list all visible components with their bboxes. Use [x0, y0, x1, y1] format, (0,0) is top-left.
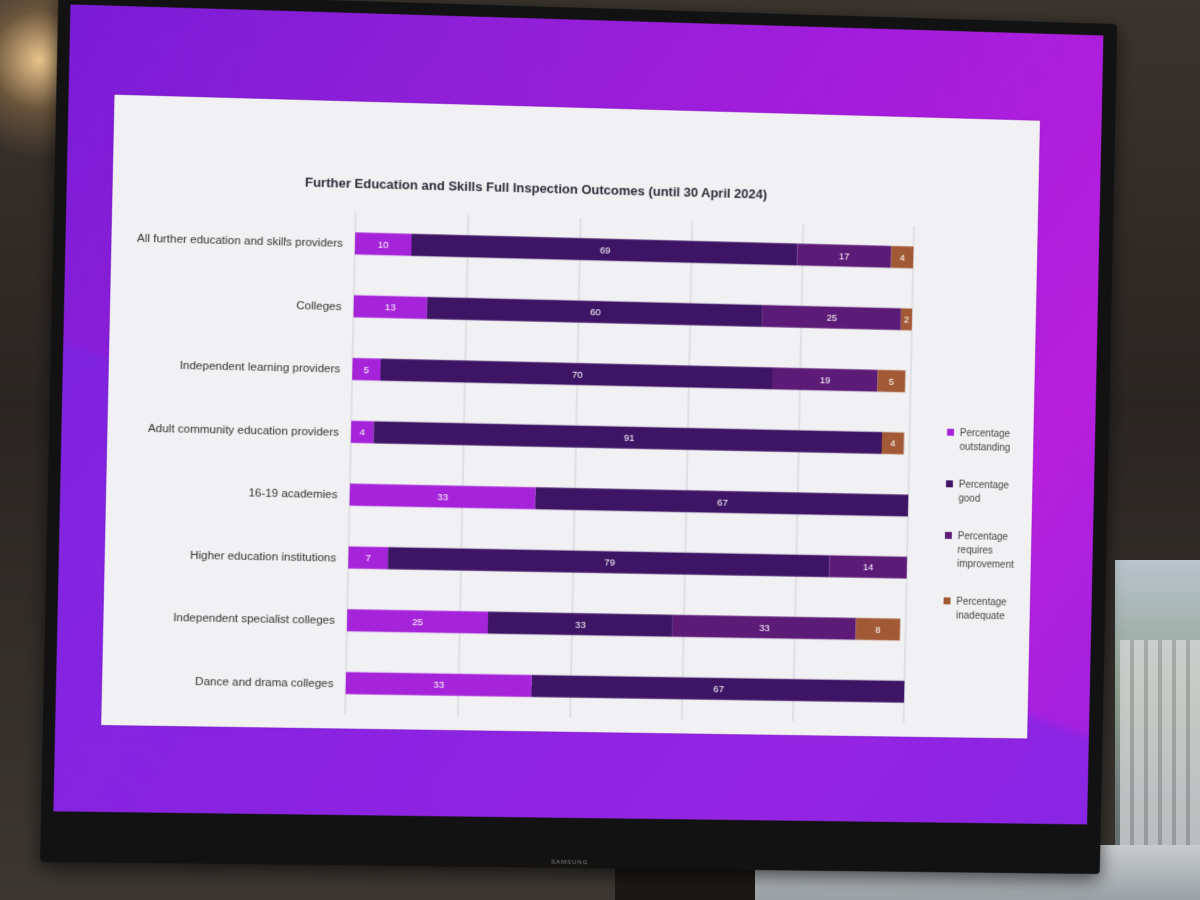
- category-label: Colleges: [296, 300, 342, 313]
- data-label: 79: [604, 558, 615, 569]
- category-label: Adult community education providers: [148, 423, 339, 439]
- data-label: 17: [839, 251, 850, 262]
- data-label: 33: [433, 680, 444, 691]
- data-label: 33: [437, 492, 448, 503]
- data-label: 8: [875, 625, 880, 636]
- category-label: Independent learning providers: [180, 360, 341, 376]
- data-label: 25: [412, 617, 423, 628]
- gridline: [345, 212, 356, 714]
- data-label: 70: [572, 369, 583, 380]
- data-label: 10: [378, 240, 389, 251]
- legend-swatch: [947, 429, 954, 436]
- category-label: Dance and drama colleges: [195, 676, 334, 690]
- data-label: 33: [575, 620, 586, 631]
- data-label: 91: [624, 433, 635, 444]
- data-label: 13: [385, 303, 396, 314]
- data-label: 14: [863, 562, 874, 573]
- gridline: [793, 224, 803, 722]
- tv-monitor: Further Education and Skills Full Inspec…: [40, 0, 1117, 874]
- legend-swatch: [946, 480, 953, 487]
- stacked-bar-chart: Further Education and Skills Full Inspec…: [101, 95, 1040, 739]
- chart-title: Further Education and Skills Full Inspec…: [305, 175, 767, 202]
- legend-entry: Percentageinadequate: [956, 597, 1007, 623]
- data-label: 5: [364, 365, 370, 376]
- data-label: 69: [600, 245, 611, 256]
- gridline: [570, 218, 580, 718]
- category-label: 16-19 academies: [248, 488, 338, 502]
- category-label: All further education and skills provide…: [137, 233, 343, 250]
- gridline: [682, 221, 692, 720]
- data-label: 19: [820, 375, 831, 386]
- data-label: 5: [889, 377, 894, 388]
- legend-entry: Percentageoutstanding: [959, 428, 1010, 454]
- data-label: 4: [360, 428, 366, 439]
- data-label: 4: [900, 253, 906, 264]
- brand-logo: SAMSUNG: [551, 860, 588, 866]
- data-label: 33: [759, 623, 770, 634]
- legend-swatch: [945, 532, 952, 539]
- data-label: 25: [827, 313, 838, 324]
- legend: Percentageoutstanding Percentagegood Perce…: [943, 428, 1017, 623]
- gridlines: [345, 212, 914, 723]
- tv-screen: Further Education and Skills Full Inspec…: [53, 4, 1103, 824]
- data-label: 7: [365, 553, 371, 564]
- legend-swatch: [944, 597, 951, 604]
- gridline: [458, 215, 469, 716]
- bars: [346, 232, 914, 702]
- presentation-slide: Further Education and Skills Full Inspec…: [101, 95, 1040, 739]
- category-label: Independent specialist colleges: [173, 612, 335, 627]
- data-label: 2: [904, 315, 909, 326]
- legend-entry: Percentagegood: [958, 480, 1009, 506]
- legend-entry: Percentagerequiresimprovement: [957, 531, 1015, 571]
- data-label: 67: [717, 497, 728, 508]
- data-label: 67: [713, 684, 724, 695]
- gridline: [904, 226, 914, 722]
- category-label: Higher education institutions: [190, 550, 337, 565]
- category-labels: All further education and skills provide…: [128, 233, 344, 690]
- data-label: 60: [590, 307, 601, 318]
- data-label: 4: [890, 439, 896, 450]
